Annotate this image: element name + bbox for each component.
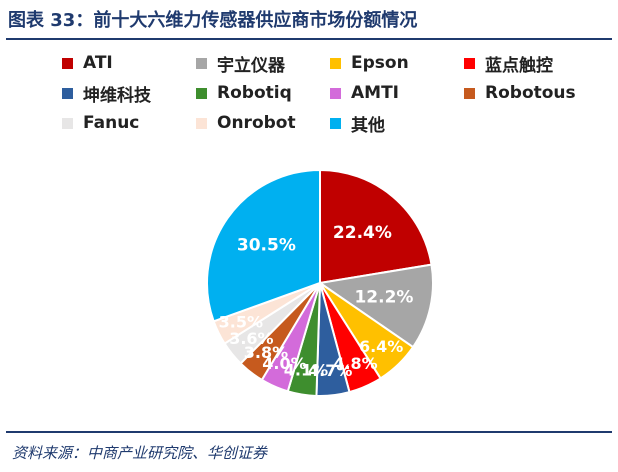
legend-swatch [464, 87, 475, 99]
legend-swatch [464, 57, 475, 69]
slice-data-label: 4.8% [333, 354, 377, 373]
legend-item: 坤维科技 [62, 82, 151, 106]
slice-data-label: 4.0% [262, 354, 306, 373]
legend-item: Fanuc [62, 112, 139, 134]
legend-swatch [330, 57, 341, 69]
legend-swatch [62, 117, 73, 129]
slice-data-label: 30.5% [237, 235, 296, 255]
legend-swatch [330, 87, 341, 99]
legend-label: Fanuc [83, 113, 140, 133]
legend-label: 坤维科技 [83, 85, 151, 106]
slice-data-label: 4.7% [308, 361, 352, 380]
legend-item: ATI [62, 52, 113, 74]
pie-slice [317, 263, 434, 349]
pie-slice [319, 168, 433, 285]
pie-slice [206, 168, 321, 323]
slice-data-label: 4.1% [284, 361, 328, 380]
slice-data-label: 3.6% [229, 329, 273, 348]
slice-data-label: 6.4% [359, 337, 403, 356]
legend-item: Epson [330, 52, 409, 74]
legend-label: Epson [351, 53, 409, 73]
figure-title: 图表 33：前十大六维力传感器供应商市场份额情况 [8, 10, 418, 31]
legend-label: Robotiq [217, 83, 292, 103]
slice-data-label: 22.4% [333, 223, 392, 243]
legend-item: 蓝点触控 [464, 52, 553, 76]
legend-label: Robotous [485, 83, 576, 103]
legend-label: Onrobot [217, 113, 296, 133]
legend-item: 宇立仪器 [196, 52, 285, 76]
legend-item: Robotous [464, 82, 576, 104]
legend-item: Onrobot [196, 112, 296, 134]
legend-swatch [196, 57, 207, 69]
legend-swatch [62, 87, 73, 99]
legend-label: AMTI [351, 83, 399, 103]
chart-legend: ATI 宇立仪器 Epson 蓝点触控坤维科技 Robotiq AMTI Robotous F… [0, 0, 618, 140]
legend-swatch [62, 57, 73, 69]
slice-data-label: 3.8% [244, 343, 288, 362]
legend-item: 其他 [330, 112, 385, 136]
legend-swatch [330, 117, 341, 129]
slice-data-label: 12.2% [354, 287, 413, 307]
legend-item: Robotiq [196, 82, 292, 104]
legend-item: AMTI [330, 82, 399, 104]
title-rule [6, 38, 612, 40]
legend-label: 宇立仪器 [217, 55, 285, 76]
source-rule [6, 431, 612, 433]
slice-data-label: 3.5% [219, 312, 263, 331]
legend-label: 其他 [351, 115, 385, 136]
legend-label: ATI [83, 53, 113, 73]
legend-swatch [196, 87, 207, 99]
source-note: 资料来源：中商产业研究院、华创证券 [12, 444, 268, 462]
legend-label: 蓝点触控 [485, 55, 553, 76]
legend-swatch [196, 117, 207, 129]
